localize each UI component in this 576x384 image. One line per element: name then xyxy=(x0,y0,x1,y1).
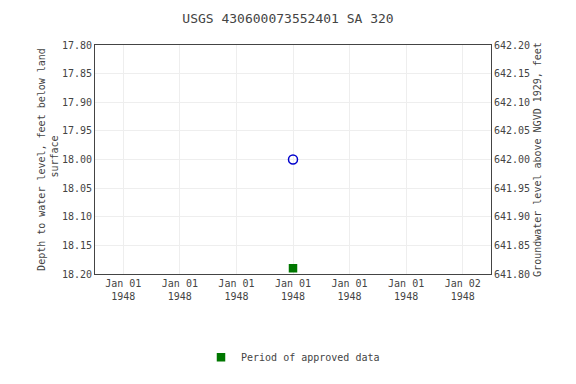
svg-text:641.85: 641.85 xyxy=(494,240,530,251)
svg-text:641.90: 641.90 xyxy=(494,211,530,222)
svg-text:642.20: 642.20 xyxy=(494,40,530,51)
svg-text:Depth to water level, feet bel: Depth to water level, feet below land su… xyxy=(36,48,60,271)
svg-text:18.10: 18.10 xyxy=(62,211,92,222)
svg-text:17.80: 17.80 xyxy=(62,40,92,51)
svg-text:Period of approved data: Period of approved data xyxy=(241,352,379,363)
svg-text:17.85: 17.85 xyxy=(62,68,92,79)
svg-text:Jan 021948: Jan 021948 xyxy=(445,278,481,302)
svg-text:Jan 011948: Jan 011948 xyxy=(162,278,198,302)
svg-text:17.95: 17.95 xyxy=(62,125,92,136)
svg-text:Jan 011948: Jan 011948 xyxy=(105,278,141,302)
svg-text:641.95: 641.95 xyxy=(494,183,530,194)
svg-text:642.10: 642.10 xyxy=(494,97,530,108)
svg-text:Jan 011948: Jan 011948 xyxy=(275,278,311,302)
svg-text:17.90: 17.90 xyxy=(62,97,92,108)
svg-text:Jan 011948: Jan 011948 xyxy=(218,278,254,302)
svg-text:642.05: 642.05 xyxy=(494,125,530,136)
svg-text:18.15: 18.15 xyxy=(62,240,92,251)
svg-text:18.05: 18.05 xyxy=(62,183,92,194)
svg-text:Jan 011948: Jan 011948 xyxy=(388,278,424,302)
svg-text:Jan 011948: Jan 011948 xyxy=(332,278,368,302)
svg-text:642.00: 642.00 xyxy=(494,154,530,165)
svg-text:642.15: 642.15 xyxy=(494,68,530,79)
svg-text:Groundwater level above NGVD 1: Groundwater level above NGVD 1929, feet xyxy=(532,42,543,277)
svg-text:USGS 430600073552401 SA 320: USGS 430600073552401 SA 320 xyxy=(182,11,393,26)
svg-text:18.20: 18.20 xyxy=(62,269,92,280)
svg-text:18.00: 18.00 xyxy=(62,154,92,165)
svg-text:641.80: 641.80 xyxy=(494,269,530,280)
